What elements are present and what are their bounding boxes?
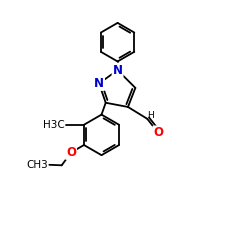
Text: N: N: [112, 64, 122, 76]
Text: CH3: CH3: [26, 160, 48, 170]
Text: H: H: [147, 111, 154, 120]
Text: O: O: [66, 146, 76, 159]
Text: N: N: [94, 77, 104, 90]
Text: H3C: H3C: [43, 120, 65, 130]
Text: O: O: [154, 126, 164, 140]
